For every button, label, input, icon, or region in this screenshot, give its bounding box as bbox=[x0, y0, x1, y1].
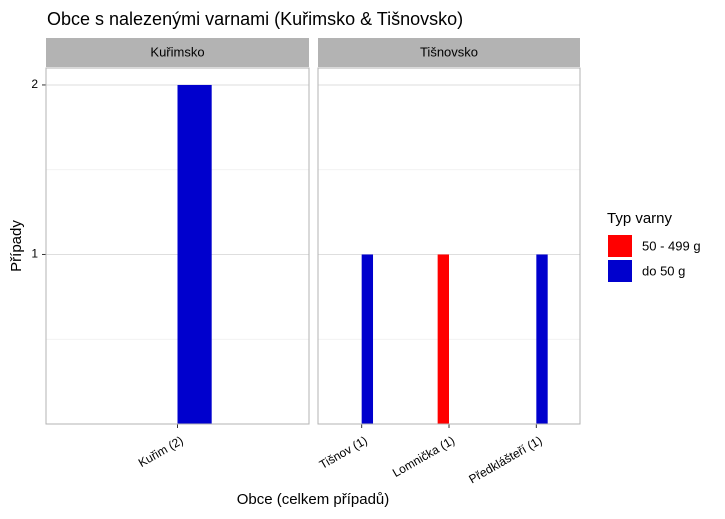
legend-title: Typ varny bbox=[607, 210, 673, 227]
x-tick-label: Lomnička (1) bbox=[390, 433, 457, 480]
legend-label: do 50 g bbox=[642, 263, 685, 278]
legend-key bbox=[608, 235, 632, 257]
x-tick-label: Kuřim (2) bbox=[136, 433, 186, 470]
bar bbox=[536, 254, 548, 424]
panel-border bbox=[317, 67, 581, 425]
bar bbox=[361, 254, 374, 424]
x-tick-label: Tišnov (1) bbox=[317, 433, 370, 472]
bar bbox=[437, 254, 449, 424]
y-tick-label: 1 bbox=[31, 247, 38, 261]
panel-border bbox=[45, 67, 310, 425]
strip-label: Tišnovsko bbox=[420, 44, 478, 59]
strip-label: Kuřimsko bbox=[150, 44, 204, 59]
y-tick-label: 2 bbox=[31, 77, 38, 91]
strip bbox=[46, 38, 309, 67]
strip bbox=[318, 38, 580, 67]
bar bbox=[177, 84, 212, 424]
legend-key bbox=[608, 260, 632, 282]
legend-label: 50 - 499 g bbox=[642, 238, 701, 253]
y-axis-label: Případy bbox=[8, 220, 25, 272]
x-tick-label: Předklášteří (1) bbox=[466, 433, 544, 486]
x-axis-label: Obce (celkem případů) bbox=[237, 491, 390, 508]
chart-title: Obce s nalezenými varnami (Kuřimsko & Ti… bbox=[47, 9, 463, 29]
